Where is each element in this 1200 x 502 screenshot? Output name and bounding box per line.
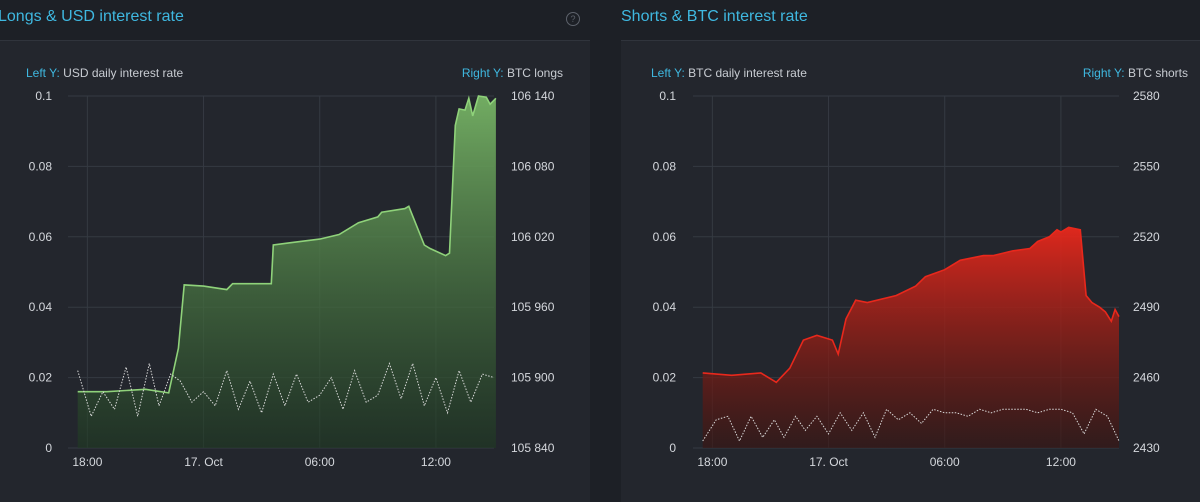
left-tick-label: 0.02 xyxy=(653,371,677,385)
x-tick-label: 17. Oct xyxy=(184,455,223,469)
right-tick-label: 2580 xyxy=(1133,89,1160,103)
left-tick-label: 0.04 xyxy=(29,300,53,314)
left-tick-label: 0.04 xyxy=(653,300,677,314)
x-tick-label: 17. Oct xyxy=(809,455,848,469)
longs-panel: Longs & USD interest rate ? Left Y: USD … xyxy=(0,0,590,502)
shorts-chart[interactable]: 0 0.02 0.04 0.06 0.08 0.1 2430 2460 2490 2520 2550… xyxy=(621,0,1200,502)
left-tick-label: 0.1 xyxy=(659,89,676,103)
interest-rate-line xyxy=(702,408,1120,443)
right-tick-label: 2430 xyxy=(1133,441,1160,455)
shorts-series-line xyxy=(702,226,1120,384)
left-axis-label: BTC daily interest rate xyxy=(688,66,807,80)
longs-series-line xyxy=(77,95,497,394)
left-tick-label: 0.06 xyxy=(653,230,677,244)
right-axis-label: BTC longs xyxy=(506,66,563,80)
left-axis-key: Left Y: xyxy=(26,66,60,80)
right-axis-key: Right Y: xyxy=(461,66,504,80)
x-tick-label: 18:00 xyxy=(72,455,102,469)
right-tick-label: 106 020 xyxy=(511,230,555,244)
help-icon[interactable]: ? xyxy=(566,12,580,26)
shorts-panel-title: Shorts & BTC interest rate xyxy=(621,8,808,25)
x-tick-label: 06:00 xyxy=(305,455,335,469)
right-axis-key: Right Y: xyxy=(1082,66,1125,80)
right-tick-label: 2490 xyxy=(1133,300,1160,314)
left-tick-label: 0 xyxy=(669,441,676,455)
left-tick-label: 0.1 xyxy=(35,89,52,103)
right-tick-label: 105 960 xyxy=(511,300,555,314)
left-tick-label: 0.08 xyxy=(653,159,677,173)
shorts-panel: Shorts & BTC interest rate Left Y: BTC d… xyxy=(621,0,1200,502)
left-axis-caption: Left Y: BTC daily interest rate xyxy=(651,66,807,80)
left-tick-label: 0 xyxy=(45,441,52,455)
longs-chart[interactable]: 0 0.02 0.04 0.06 0.08 0.1 105 840 105 900 105 96… xyxy=(0,0,590,502)
x-tick-label: 12:00 xyxy=(421,455,451,469)
longs-panel-header: Longs & USD interest rate ? xyxy=(0,0,590,41)
right-tick-label: 2460 xyxy=(1133,371,1160,385)
left-tick-label: 0.02 xyxy=(29,371,53,385)
left-axis-key: Left Y: xyxy=(651,66,685,80)
left-axis-caption: Left Y: USD daily interest rate xyxy=(26,66,183,80)
right-tick-label: 106 080 xyxy=(511,159,555,173)
x-tick-label: 06:00 xyxy=(930,455,960,469)
x-tick-label: 12:00 xyxy=(1046,455,1076,469)
left-tick-label: 0.08 xyxy=(29,159,53,173)
right-tick-label: 2520 xyxy=(1133,230,1160,244)
x-tick-label: 18:00 xyxy=(697,455,727,469)
right-axis-label: BTC shorts xyxy=(1127,66,1188,80)
right-tick-label: 2550 xyxy=(1133,159,1160,173)
shorts-area-fill xyxy=(702,227,1119,448)
right-axis-caption: Right Y: BTC longs xyxy=(462,66,563,80)
right-tick-label: 105 840 xyxy=(511,441,555,455)
left-tick-label: 0.06 xyxy=(29,230,53,244)
right-tick-label: 106 140 xyxy=(511,89,555,103)
longs-panel-title: Longs & USD interest rate xyxy=(0,8,184,25)
left-axis-label: USD daily interest rate xyxy=(63,66,184,80)
shorts-panel-header: Shorts & BTC interest rate xyxy=(621,0,1200,41)
right-tick-label: 105 900 xyxy=(511,371,555,385)
longs-area-fill xyxy=(77,96,496,448)
right-axis-caption: Right Y: BTC shorts xyxy=(1083,66,1188,80)
